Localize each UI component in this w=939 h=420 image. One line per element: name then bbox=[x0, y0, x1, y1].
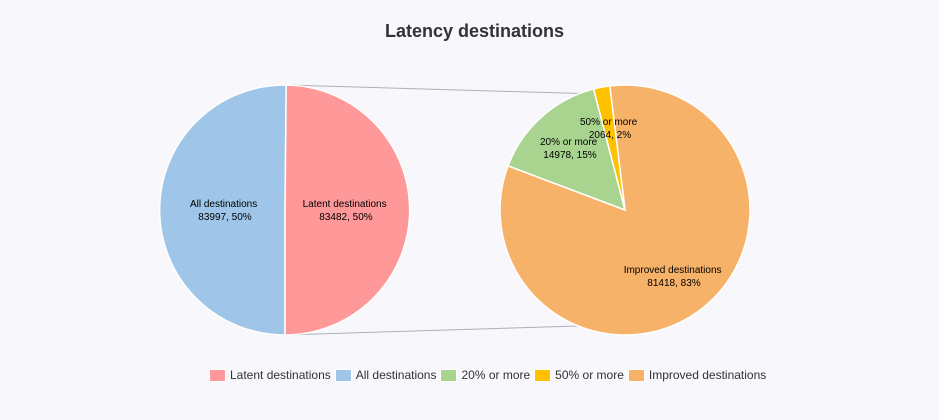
legend-item-latent-destinations[interactable]: Latent destinations bbox=[209, 368, 331, 382]
legend-label: 20% or more bbox=[461, 368, 531, 382]
label-latent-destinations-value: 83482, 50% bbox=[319, 212, 372, 223]
legend-label: Improved destinations bbox=[648, 368, 767, 382]
legend-swatch bbox=[334, 368, 352, 382]
chart-legend: Latent destinations All destinations 20%… bbox=[209, 368, 770, 382]
label-20-or-more: 20% or more 14978, 15% bbox=[540, 137, 600, 161]
label-20-or-more-value: 14978, 15% bbox=[543, 150, 596, 161]
label-50-or-more: 50% or more 2064, 2% bbox=[580, 117, 640, 141]
legend-item-improved-destinations[interactable]: Improved destinations bbox=[627, 368, 767, 382]
label-latent-destinations-name: Latent destinations bbox=[303, 199, 387, 210]
label-20-or-more-name: 20% or more bbox=[540, 137, 598, 148]
label-improved-destinations-value: 81418, 83% bbox=[647, 278, 700, 289]
legend-swatch bbox=[627, 368, 645, 382]
label-50-or-more-name: 50% or more bbox=[580, 117, 638, 128]
label-50-or-more-value: 2064, 2% bbox=[589, 130, 631, 141]
legend-label: All destinations bbox=[355, 368, 437, 382]
label-all-destinations-name: All destinations bbox=[190, 199, 257, 210]
slice-labels: All destinations 83997, 50% Latent desti… bbox=[190, 117, 725, 289]
slice-latent-destinations[interactable] bbox=[284, 84, 411, 336]
slice-50-or-more[interactable] bbox=[592, 85, 626, 211]
legend-label: 50% or more bbox=[555, 368, 624, 382]
legend-item-all-destinations[interactable]: All destinations bbox=[334, 368, 437, 382]
pie-of-pie-chart: All destinations 83997, 50% Latent desti… bbox=[158, 84, 751, 336]
slice-20-or-more[interactable] bbox=[507, 88, 627, 212]
connector-lines bbox=[284, 84, 599, 336]
legend-swatch bbox=[440, 368, 458, 382]
legend-item-20-or-more[interactable]: 20% or more bbox=[440, 368, 530, 382]
label-latent-destinations: Latent destinations 83482, 50% bbox=[303, 199, 390, 223]
left-pie bbox=[158, 84, 411, 336]
legend-item-50-or-more[interactable]: 50% or more bbox=[534, 368, 624, 382]
right-pie bbox=[499, 84, 751, 336]
connector-line-bottom bbox=[284, 325, 579, 336]
legend-swatch bbox=[209, 368, 226, 382]
label-all-destinations-value: 83997, 50% bbox=[198, 212, 251, 223]
legend-swatch bbox=[534, 368, 552, 382]
chart-title: Latency destinations bbox=[384, 21, 565, 41]
connector-line-top bbox=[284, 84, 599, 95]
label-all-destinations: All destinations 83997, 50% bbox=[190, 199, 260, 223]
label-improved-destinations-name: Improved destinations bbox=[624, 265, 722, 276]
legend-label: Latent destinations bbox=[230, 368, 331, 382]
slice-all-destinations[interactable] bbox=[158, 84, 287, 336]
label-improved-destinations: Improved destinations 81418, 83% bbox=[624, 265, 725, 289]
